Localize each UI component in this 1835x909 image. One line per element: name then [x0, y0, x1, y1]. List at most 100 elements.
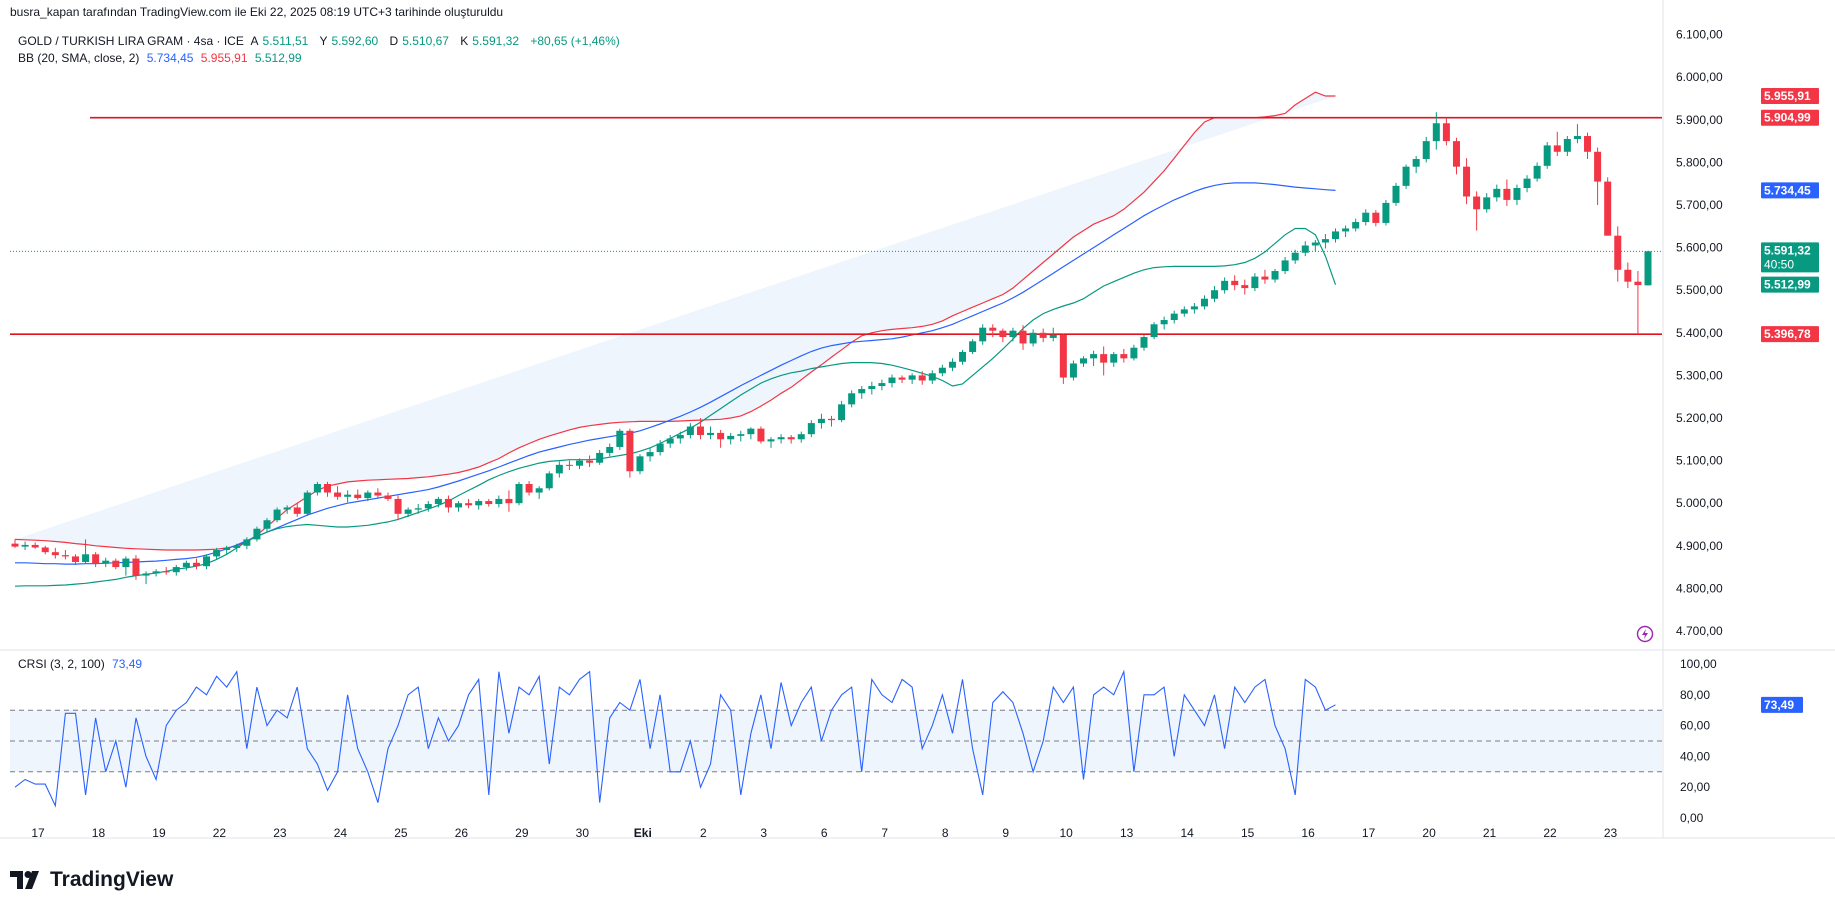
candle: [1009, 327, 1017, 342]
candle: [1624, 262, 1632, 289]
candle-body: [1211, 290, 1219, 299]
candle: [11, 539, 19, 548]
time-tick-label: 9: [1002, 826, 1009, 840]
candle-body: [11, 543, 19, 547]
candle: [172, 564, 180, 576]
candle-body: [92, 554, 100, 564]
candle: [1442, 117, 1450, 146]
time-tick-label: 20: [1422, 826, 1436, 840]
candle-body: [1311, 242, 1319, 246]
candle-body: [1402, 166, 1410, 186]
candle: [495, 495, 503, 508]
candle: [82, 539, 90, 564]
candle-body: [606, 446, 614, 453]
horizontal-lines[interactable]: [10, 116, 1662, 335]
symbol-name[interactable]: GOLD / TURKISH LIRA GRAM · 4sa · ICE: [18, 34, 244, 48]
candle-body: [898, 377, 906, 380]
time-axis[interactable]: 17 18 19 22 23 24 25 26 29 30 Eki 2 3 6 7 8 9 10 13 14 15 16 1…: [31, 826, 1617, 840]
candle: [1211, 285, 1219, 303]
candle-body: [817, 418, 825, 424]
crsi-label-bg: [1761, 696, 1803, 713]
candle: [928, 370, 936, 384]
candle-body: [142, 573, 150, 576]
crsi-label-text: 73,49: [1764, 698, 1794, 712]
candle: [1463, 158, 1471, 205]
candle-body: [626, 430, 634, 472]
candle-body: [132, 558, 140, 576]
candle: [1069, 360, 1077, 381]
candle-body: [213, 550, 221, 557]
price-axis[interactable]: 6.100,00 6.000,00 5.900,00 5.800,00 5.700,00…: [1676, 28, 1723, 825]
candle: [979, 324, 987, 345]
candle: [646, 447, 654, 462]
pane-divider[interactable]: [0, 0, 1835, 839]
candle-body: [1332, 231, 1340, 240]
crsi-label[interactable]: CRSI (3, 2, 100): [18, 657, 105, 671]
candle: [626, 428, 634, 478]
candle: [1412, 156, 1420, 174]
candle: [41, 545, 49, 555]
candle: [777, 434, 785, 444]
time-tick-label: 17: [31, 826, 45, 840]
flash-icon[interactable]: [1636, 625, 1654, 643]
candle-body: [717, 432, 725, 440]
candle: [1019, 325, 1027, 350]
countdown-label: 40:50: [1764, 257, 1794, 271]
candle-body: [868, 386, 876, 390]
candle-body: [787, 437, 795, 440]
candle: [1261, 269, 1269, 284]
candle-body: [41, 547, 49, 553]
price-labels: 5.955,915.904,995.734,455.591,3240:505.5…: [1761, 88, 1819, 713]
candle: [354, 489, 362, 500]
candle-body: [1473, 196, 1481, 210]
price-tick-label: 5.100,00: [1676, 454, 1723, 468]
time-tick-label: 15: [1241, 826, 1255, 840]
candle: [1573, 124, 1581, 144]
candle-body: [1170, 313, 1178, 321]
candle-body: [475, 501, 483, 506]
candle: [1644, 250, 1652, 286]
candle-body: [505, 498, 513, 504]
candle: [898, 375, 906, 384]
candle: [686, 423, 694, 439]
crsi-legend[interactable]: CRSI (3, 2, 100) 73,49: [18, 657, 146, 671]
candle: [323, 481, 331, 497]
candle-body: [313, 484, 321, 493]
candle: [61, 550, 69, 560]
candle-body: [283, 507, 291, 510]
time-tick-label: 23: [1604, 826, 1618, 840]
symbol-legend[interactable]: GOLD / TURKISH LIRA GRAM · 4sa · ICE A 5.…: [18, 34, 624, 48]
candle-body: [646, 452, 654, 457]
bb-legend[interactable]: BB (20, SMA, close, 2) 5.734,45 5.955,91…: [18, 51, 306, 65]
candle: [1493, 184, 1501, 202]
candle: [414, 504, 422, 514]
candle-body: [31, 544, 39, 548]
candle: [1483, 193, 1491, 213]
candle-body: [757, 428, 765, 442]
bb-label[interactable]: BB (20, SMA, close, 2): [18, 51, 140, 65]
candle: [384, 492, 392, 502]
price-label-bg: [1761, 276, 1819, 293]
candle: [575, 458, 583, 470]
candle-body: [1503, 188, 1511, 200]
candle: [102, 557, 110, 568]
candle: [132, 555, 140, 580]
candle: [868, 381, 876, 395]
price-label-bg: [1761, 326, 1819, 343]
candle: [948, 358, 956, 372]
candle: [152, 569, 160, 577]
bollinger-band: [14, 91, 1337, 587]
candle: [1392, 182, 1400, 206]
candle-body: [112, 560, 120, 568]
candle-body: [1049, 334, 1057, 338]
candle: [606, 443, 614, 457]
candle: [1221, 277, 1229, 294]
time-tick-label: 29: [515, 826, 529, 840]
tradingview-logo[interactable]: TradingView: [10, 868, 173, 892]
candle: [263, 518, 271, 533]
bb-upper-value: 5.955,91: [200, 51, 248, 65]
candle: [1090, 350, 1098, 367]
candle-body: [1352, 222, 1360, 229]
